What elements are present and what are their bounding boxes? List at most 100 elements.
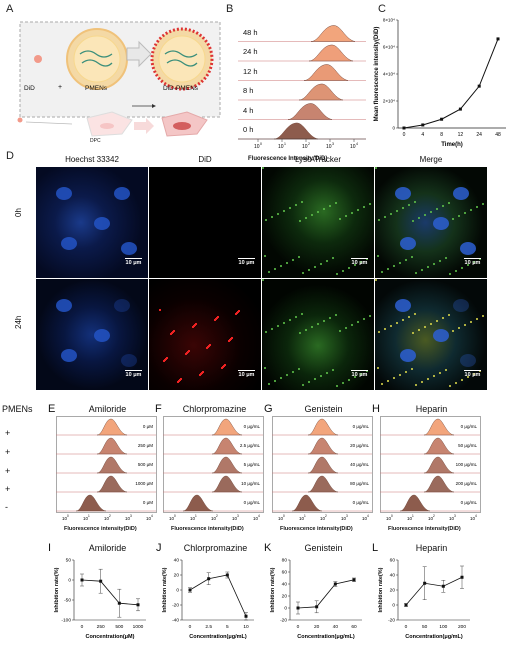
nucleus <box>56 187 72 200</box>
svg-text:4: 4 <box>475 514 477 518</box>
conc-label: 250 μM <box>138 443 153 448</box>
pmens-sign: + <box>5 447 11 457</box>
inh-xtick: 40 <box>333 624 339 630</box>
inh-xtick: 50 <box>422 624 428 630</box>
histogram-peak <box>308 44 354 62</box>
micrograph-1-2: 10 μm <box>262 279 374 390</box>
c-xtick: 12 <box>458 132 464 138</box>
conc-label: 0 μg/mL <box>353 500 370 505</box>
b-tick: 10 <box>278 144 284 150</box>
conc-label: 0 μM <box>143 424 153 429</box>
svg-text:10: 10 <box>104 516 110 521</box>
svg-text:10: 10 <box>232 516 238 521</box>
plus-text: + <box>58 84 63 91</box>
inh-xtick: 0 <box>189 624 192 630</box>
histogram-peak <box>298 83 344 101</box>
conc-label: 2.5 μg/mL <box>240 443 261 448</box>
c-ytick: 2×10⁴ <box>383 99 395 104</box>
inh-ytick: 0 <box>284 606 287 612</box>
c-point <box>421 123 425 127</box>
svg-text:10: 10 <box>320 516 326 521</box>
inh-xtick: 250 <box>97 624 105 630</box>
flow-title: Amiloride <box>88 404 127 414</box>
svg-text:3: 3 <box>237 514 239 518</box>
histogram-peak <box>96 456 128 474</box>
inh-ytick: 40 <box>174 558 180 564</box>
inh-point <box>99 579 103 583</box>
nucleus <box>56 299 72 312</box>
scale-bar: 10 μm <box>351 257 368 266</box>
panel-label-f: F <box>155 403 162 415</box>
inh-title: Chlorpromazine <box>183 543 248 553</box>
c-ylabel: Mean fluorescence intensity(DiD) <box>374 27 380 122</box>
panel-label-b: B <box>226 3 234 15</box>
nucleus <box>433 217 449 230</box>
scale-bar: 10 μm <box>464 257 481 266</box>
micrograph-1-3: 10 μm <box>375 279 487 390</box>
row-header: 0h <box>14 208 23 217</box>
svg-text:0: 0 <box>391 514 393 518</box>
chart-i: 500-50-1000 250 500 1000Concentration(μM)In… <box>54 558 146 640</box>
svg-text:2: 2 <box>308 142 310 146</box>
svg-text:10: 10 <box>125 516 131 521</box>
c-xtick: 4 <box>421 132 424 138</box>
svg-text:10: 10 <box>449 516 455 521</box>
histogram-peak <box>211 437 243 455</box>
svg-text:10: 10 <box>278 516 284 521</box>
histogram-peak <box>399 494 431 512</box>
row-label-b: 0 h <box>243 125 254 134</box>
svg-text:2: 2 <box>325 514 327 518</box>
svg-text:2: 2 <box>433 514 435 518</box>
svg-text:10: 10 <box>146 516 152 521</box>
inh-xtick: 1000 <box>133 624 144 630</box>
inh-xlabel: Concentration(μg/mL) <box>405 634 463 640</box>
inh-point <box>441 584 445 588</box>
scale-bar: 10 μm <box>464 369 481 378</box>
svg-text:1: 1 <box>284 142 286 146</box>
c-xtick: 8 <box>440 132 443 138</box>
panel-label-l: L <box>372 542 379 554</box>
inh-ytick: 20 <box>390 588 396 594</box>
column-header: Lyso-Tracker <box>294 155 342 164</box>
schematic-diagram <box>17 21 221 137</box>
did-dot <box>34 55 42 63</box>
c-xtick: 48 <box>495 132 501 138</box>
c-point <box>496 37 500 41</box>
inh-point <box>404 603 408 607</box>
nucleus <box>121 354 137 367</box>
panel-label-e: E <box>48 403 56 415</box>
inh-ytick: -20 <box>172 603 179 609</box>
inh-ytick: 60 <box>282 570 288 576</box>
inh-point <box>352 578 356 582</box>
b-xlabel: Fluorescence Intensity(DiD) <box>248 156 328 162</box>
nucleus <box>395 299 411 312</box>
inh-xlabel: Concentration(μM) <box>86 634 135 640</box>
svg-text:4: 4 <box>356 142 358 146</box>
nucleus <box>453 187 469 200</box>
pmens-text: PMENs <box>85 85 108 92</box>
svg-text:1: 1 <box>412 514 414 518</box>
panel-label-k: K <box>264 542 272 554</box>
svg-text:10: 10 <box>341 516 347 521</box>
chart-j: 40 20 0 -20 -40 0 2.5 5 10 Concentration(μg/mL) In… <box>162 558 254 640</box>
inh-point <box>296 606 300 610</box>
flow-xlabel: Fluorescence intensity(DiD) <box>280 526 353 532</box>
inh-ylabel: Inhibition rate(%) <box>162 567 168 612</box>
c-point <box>458 107 462 111</box>
row-header: 24h <box>14 315 23 329</box>
panel-label-g: G <box>264 403 273 415</box>
inh-ytick: 20 <box>174 573 180 579</box>
conc-label: 5 μg/mL <box>244 462 261 467</box>
inh-title: Genistein <box>304 543 343 553</box>
conc-label: 0 μg/mL <box>461 500 478 505</box>
nucleus <box>400 349 416 362</box>
conc-label: 0 μg/mL <box>461 424 478 429</box>
inh-xtick: 100 <box>439 624 447 630</box>
svg-text:1: 1 <box>304 514 306 518</box>
inh-xtick: 10 <box>243 624 249 630</box>
inh-ytick: 40 <box>390 573 396 579</box>
panel-label-i: I <box>48 542 52 554</box>
